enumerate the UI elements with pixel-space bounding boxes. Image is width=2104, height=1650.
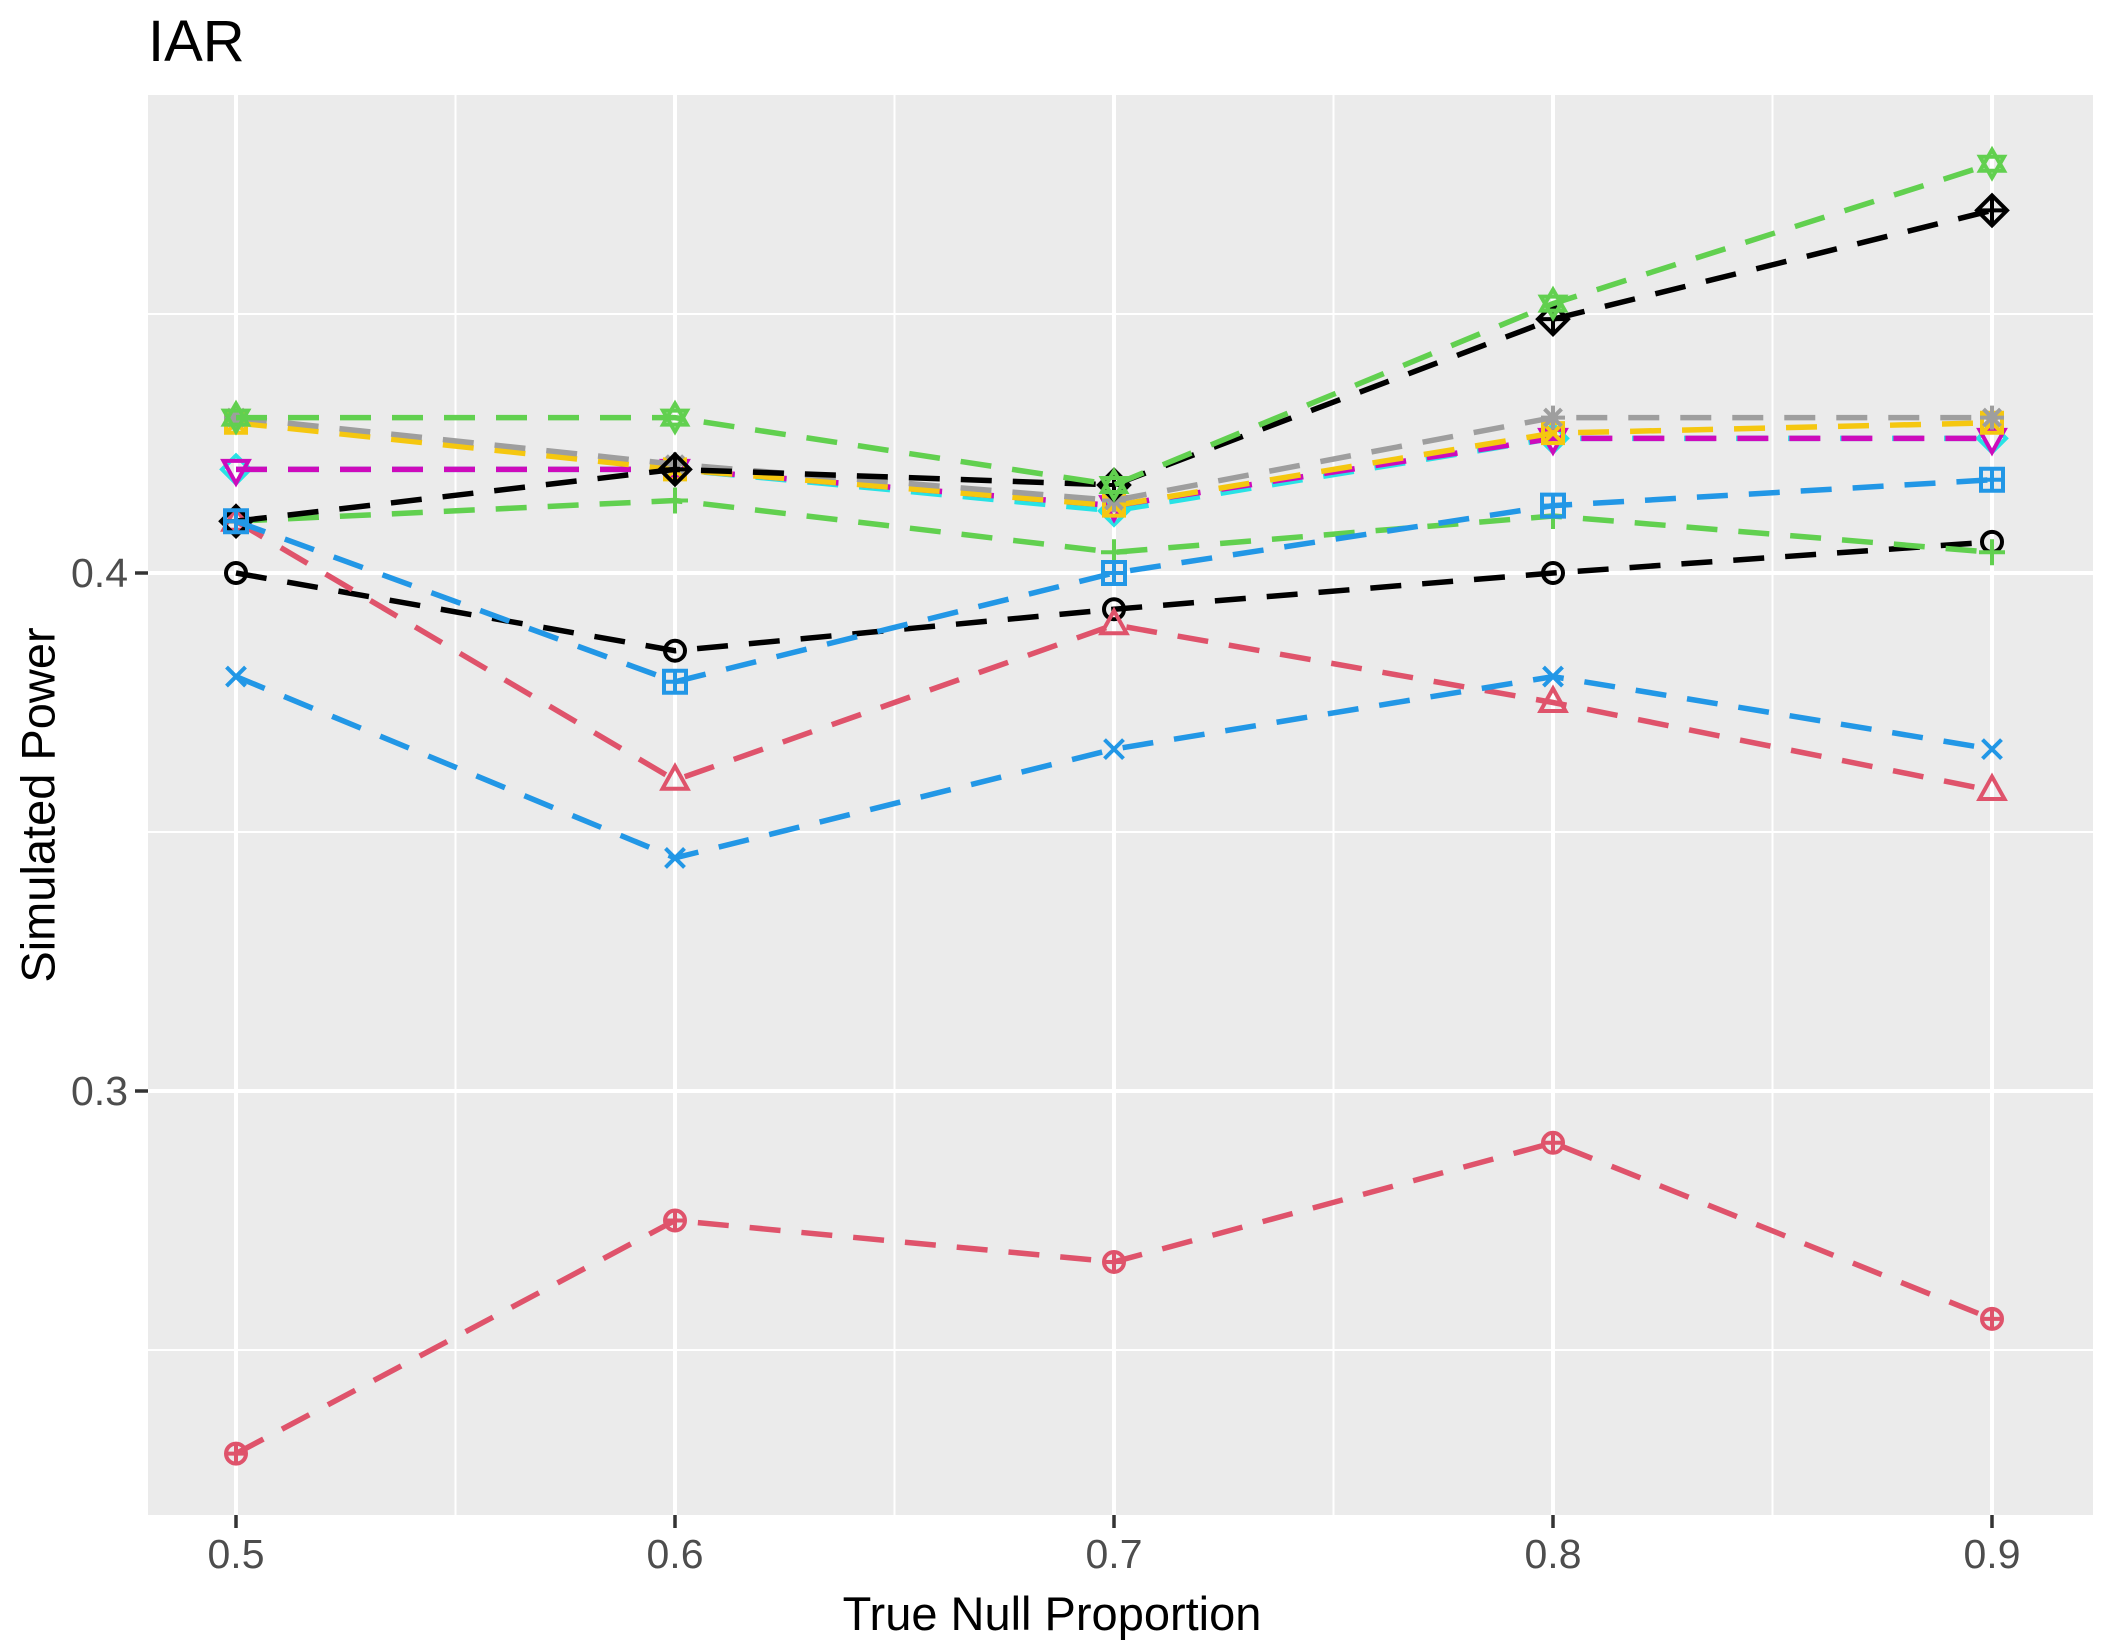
x-tick-label: 0.5: [208, 1531, 265, 1577]
y-axis-title: Simulated Power: [11, 627, 65, 983]
marker-asterisk-gray-asterisk: [1541, 405, 1565, 430]
marker-triangle-up-red-triangle: [659, 762, 691, 791]
marker-diamond-plus-black-diamond-plus: [660, 454, 690, 485]
marker-hexagram-green-hexagram: [220, 399, 252, 427]
marker-circle-plus-red-circle-plus: [1104, 1251, 1124, 1272]
marker-hexagram-green-hexagram: [1537, 294, 1569, 322]
marker-triangle-down-magenta-triangle-down: [220, 458, 252, 488]
marker-square-plus-blue-square-plus: [1103, 562, 1125, 584]
marker-square-plus-blue-square-plus: [1981, 468, 2003, 491]
series-line-blue-square-plus: [235, 477, 1993, 685]
marker-x-blue-x: [225, 665, 247, 688]
x-tick-label: 0.9: [1964, 1531, 2021, 1577]
x-tick-label: 0.6: [647, 1531, 704, 1577]
marker-square-plus-blue-square-plus: [1542, 494, 1564, 517]
marker-hexagram-green-hexagram: [1976, 145, 2008, 173]
marker-circle-black-circle: [224, 561, 249, 585]
marker-hexagram-green-hexagram: [1976, 154, 2008, 182]
x-axis-title: True Null Proportion: [842, 1587, 1262, 1640]
marker-circle-black-circle: [663, 638, 688, 663]
marker-circle-black-circle: [1980, 529, 2005, 554]
marker-square-plus-blue-square-plus: [225, 510, 247, 533]
marker-x-blue-x: [664, 846, 686, 869]
marker-diamond-plus-black-diamond-plus: [1977, 195, 2007, 226]
marker-asterisk-gray-asterisk: [1980, 405, 2004, 430]
marker-hexagram-green-hexagram: [1098, 466, 1130, 494]
marker-circle-plus-red-circle-plus: [1543, 1132, 1563, 1153]
marker-square-plus-blue-square-plus: [662, 668, 688, 695]
marker-square-plus-blue-square-plus: [223, 508, 249, 535]
marker-circle-plus-red-circle-plus: [226, 1443, 246, 1464]
marker-triangle-up-red-triangle: [1098, 606, 1130, 636]
marker-circle-plus-red-circle-plus: [665, 1210, 685, 1231]
marker-hexagram-green-hexagram: [1098, 475, 1130, 503]
series-line-blue-x: [234, 673, 1993, 861]
x-tick-label: 0.8: [1525, 1531, 1582, 1577]
marker-square-plus-blue-square-plus: [1101, 560, 1127, 586]
marker-x-blue-x: [1981, 738, 2003, 761]
series-line-green-plus: [235, 497, 1993, 556]
y-tick-label: 0.3: [71, 1068, 128, 1114]
y-tick-label: 0.4: [71, 550, 128, 596]
marker-triangle-down-magenta-triangle-down: [1976, 427, 2008, 457]
marker-circle-black-circle: [1541, 561, 1566, 585]
marker-hexagram-green-hexagram: [659, 399, 691, 427]
series-line-yellow-square-x: [235, 420, 1993, 509]
marker-square-plus-blue-square-plus: [664, 670, 686, 693]
series-line-gray-asterisk: [235, 414, 1992, 504]
marker-plus-green-plus: [662, 487, 688, 514]
panel-background: [148, 95, 2093, 1515]
x-tick-label: 0.7: [1086, 1531, 1143, 1577]
series-line-red-triangle: [234, 518, 1993, 794]
marker-hexagram-green-hexagram: [1537, 285, 1569, 313]
marker-square-plus-blue-square-plus: [1979, 466, 2005, 493]
marker-hexagram-green-hexagram: [659, 408, 691, 436]
marker-triangle-up-red-triangle: [1537, 684, 1569, 713]
marker-square-plus-blue-square-plus: [1540, 492, 1566, 519]
marker-triangle-up-red-triangle: [1976, 772, 2008, 802]
series-line-magenta-triangle-down: [236, 435, 1992, 509]
marker-x-blue-x: [1103, 738, 1125, 761]
marker-circle-plus-red-circle-plus: [1982, 1308, 2002, 1329]
chart-title: IAR: [148, 9, 245, 74]
marker-plus-green-plus: [1979, 539, 2005, 566]
marker-hexagram-green-hexagram: [220, 408, 252, 436]
marker-x-blue-x: [1542, 665, 1564, 688]
series-line-green-hexagram: [236, 161, 1993, 488]
